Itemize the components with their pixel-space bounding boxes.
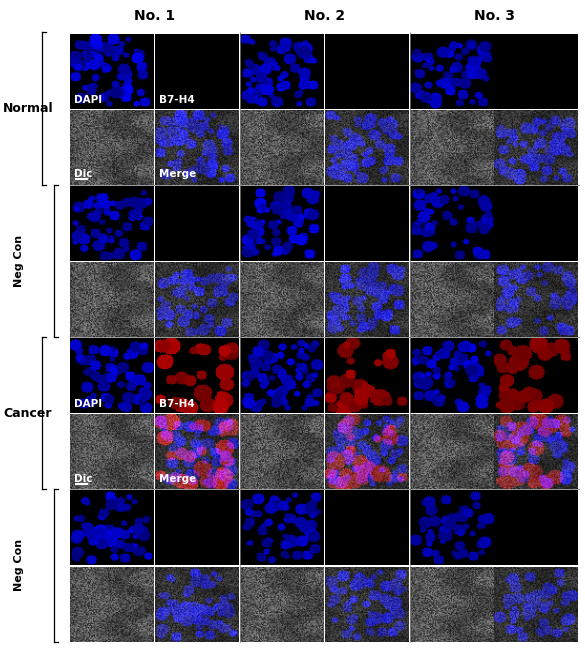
Text: Cancer: Cancer [3,406,51,420]
Text: Merge: Merge [159,169,197,179]
Text: Neg Con: Neg Con [14,539,25,592]
Text: DAPI: DAPI [74,95,102,105]
Text: No. 2: No. 2 [304,9,345,23]
Text: No. 1: No. 1 [135,9,176,23]
Text: Neg Con: Neg Con [14,235,25,287]
Text: B7-H4: B7-H4 [159,95,195,105]
Text: B7-H4: B7-H4 [159,399,195,410]
Text: DAPI: DAPI [74,399,102,410]
Text: Dic: Dic [74,474,93,484]
Text: Dic: Dic [74,169,93,179]
Text: Normal: Normal [3,102,54,115]
Text: Merge: Merge [159,474,197,484]
Text: No. 3: No. 3 [474,9,515,23]
